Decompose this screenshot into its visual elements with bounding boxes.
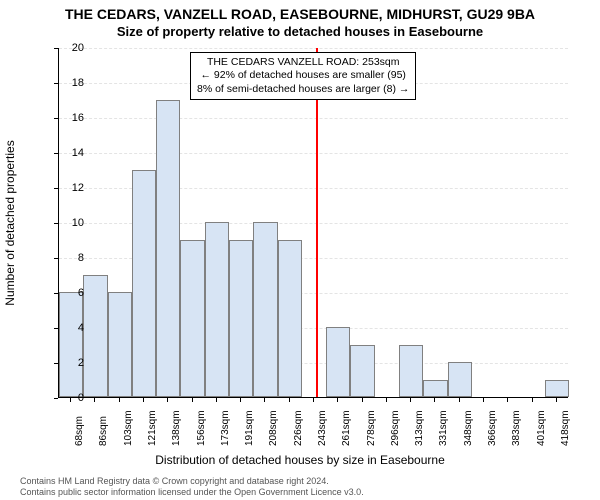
x-tick-mark bbox=[70, 398, 71, 402]
y-tick-label: 18 bbox=[54, 77, 84, 89]
annotation-line-2: ← 92% of detached houses are smaller (95… bbox=[197, 69, 409, 82]
histogram-bar bbox=[326, 327, 350, 397]
histogram-bar bbox=[132, 170, 156, 398]
histogram-bar bbox=[205, 222, 229, 397]
histogram-bar bbox=[108, 292, 132, 397]
y-tick-label: 10 bbox=[54, 217, 84, 229]
histogram-bar bbox=[180, 240, 204, 398]
gridline bbox=[59, 118, 568, 119]
y-tick-label: 2 bbox=[54, 357, 84, 369]
y-tick-mark bbox=[54, 293, 58, 294]
histogram-bar bbox=[59, 292, 83, 397]
y-tick-mark bbox=[54, 223, 58, 224]
y-tick-label: 16 bbox=[54, 112, 84, 124]
x-tick-mark bbox=[434, 398, 435, 402]
histogram-bar bbox=[278, 240, 302, 398]
histogram-bar bbox=[253, 222, 277, 397]
x-tick-label: 173sqm bbox=[220, 410, 231, 446]
x-tick-mark bbox=[386, 398, 387, 402]
y-tick-mark bbox=[54, 398, 58, 399]
x-tick-label: 418sqm bbox=[560, 410, 571, 446]
x-tick-label: 261sqm bbox=[341, 410, 352, 446]
y-tick-label: 6 bbox=[54, 287, 84, 299]
gridline bbox=[59, 153, 568, 154]
y-axis-label: Number of detached properties bbox=[3, 140, 17, 305]
x-tick-label: 138sqm bbox=[171, 410, 182, 446]
x-tick-mark bbox=[313, 398, 314, 402]
histogram-bar bbox=[83, 275, 107, 398]
x-tick-label: 103sqm bbox=[123, 410, 134, 446]
annotation-line-3: 8% of semi-detached houses are larger (8… bbox=[197, 83, 409, 96]
x-tick-mark bbox=[556, 398, 557, 402]
chart-container: THE CEDARS, VANZELL ROAD, EASEBOURNE, MI… bbox=[0, 0, 600, 500]
x-tick-mark bbox=[94, 398, 95, 402]
marker-line bbox=[316, 48, 318, 397]
x-tick-label: 401sqm bbox=[536, 410, 547, 446]
x-tick-label: 208sqm bbox=[268, 410, 279, 446]
x-axis-label: Distribution of detached houses by size … bbox=[0, 453, 600, 467]
attribution-line-1: Contains HM Land Registry data © Crown c… bbox=[20, 476, 364, 487]
y-tick-mark bbox=[54, 48, 58, 49]
y-tick-label: 14 bbox=[54, 147, 84, 159]
attribution-line-2: Contains public sector information licen… bbox=[20, 487, 364, 498]
x-tick-mark bbox=[459, 398, 460, 402]
gridline bbox=[59, 48, 568, 49]
x-tick-label: 278sqm bbox=[366, 410, 377, 446]
histogram-bar bbox=[399, 345, 423, 398]
x-tick-mark bbox=[192, 398, 193, 402]
histogram-bar bbox=[229, 240, 253, 398]
x-tick-label: 121sqm bbox=[147, 410, 158, 446]
y-tick-label: 8 bbox=[54, 252, 84, 264]
x-tick-label: 156sqm bbox=[196, 410, 207, 446]
x-tick-label: 68sqm bbox=[74, 416, 85, 446]
x-tick-label: 366sqm bbox=[487, 410, 498, 446]
plot-area bbox=[58, 48, 568, 398]
x-tick-mark bbox=[119, 398, 120, 402]
chart-title-description: Size of property relative to detached ho… bbox=[0, 24, 600, 39]
x-tick-mark bbox=[483, 398, 484, 402]
x-tick-label: 313sqm bbox=[414, 410, 425, 446]
histogram-bar bbox=[545, 380, 569, 398]
x-tick-label: 86sqm bbox=[98, 416, 109, 446]
y-tick-label: 4 bbox=[54, 322, 84, 334]
x-tick-mark bbox=[532, 398, 533, 402]
y-tick-label: 12 bbox=[54, 182, 84, 194]
histogram-bar bbox=[423, 380, 447, 398]
x-tick-label: 383sqm bbox=[511, 410, 522, 446]
y-tick-mark bbox=[54, 83, 58, 84]
x-tick-mark bbox=[264, 398, 265, 402]
x-tick-mark bbox=[143, 398, 144, 402]
y-tick-label: 20 bbox=[54, 42, 84, 54]
x-tick-mark bbox=[337, 398, 338, 402]
y-tick-mark bbox=[54, 258, 58, 259]
chart-title-address: THE CEDARS, VANZELL ROAD, EASEBOURNE, MI… bbox=[0, 6, 600, 22]
histogram-bar bbox=[156, 100, 180, 398]
x-tick-label: 296sqm bbox=[390, 410, 401, 446]
y-tick-mark bbox=[54, 153, 58, 154]
x-tick-mark bbox=[410, 398, 411, 402]
x-tick-label: 226sqm bbox=[293, 410, 304, 446]
histogram-bar bbox=[350, 345, 374, 398]
x-tick-mark bbox=[507, 398, 508, 402]
y-tick-mark bbox=[54, 118, 58, 119]
annotation-line-1: THE CEDARS VANZELL ROAD: 253sqm bbox=[197, 56, 409, 69]
x-tick-mark bbox=[289, 398, 290, 402]
attribution-text: Contains HM Land Registry data © Crown c… bbox=[20, 476, 364, 499]
histogram-bar bbox=[448, 362, 472, 397]
x-tick-label: 348sqm bbox=[463, 410, 474, 446]
x-tick-label: 191sqm bbox=[244, 410, 255, 446]
annotation-box: THE CEDARS VANZELL ROAD: 253sqm← 92% of … bbox=[190, 52, 416, 100]
y-tick-mark bbox=[54, 328, 58, 329]
x-tick-mark bbox=[167, 398, 168, 402]
x-tick-mark bbox=[362, 398, 363, 402]
x-tick-label: 243sqm bbox=[317, 410, 328, 446]
x-tick-mark bbox=[240, 398, 241, 402]
y-tick-label: 0 bbox=[54, 392, 84, 404]
y-tick-mark bbox=[54, 363, 58, 364]
x-tick-mark bbox=[216, 398, 217, 402]
x-tick-label: 331sqm bbox=[438, 410, 449, 446]
y-tick-mark bbox=[54, 188, 58, 189]
